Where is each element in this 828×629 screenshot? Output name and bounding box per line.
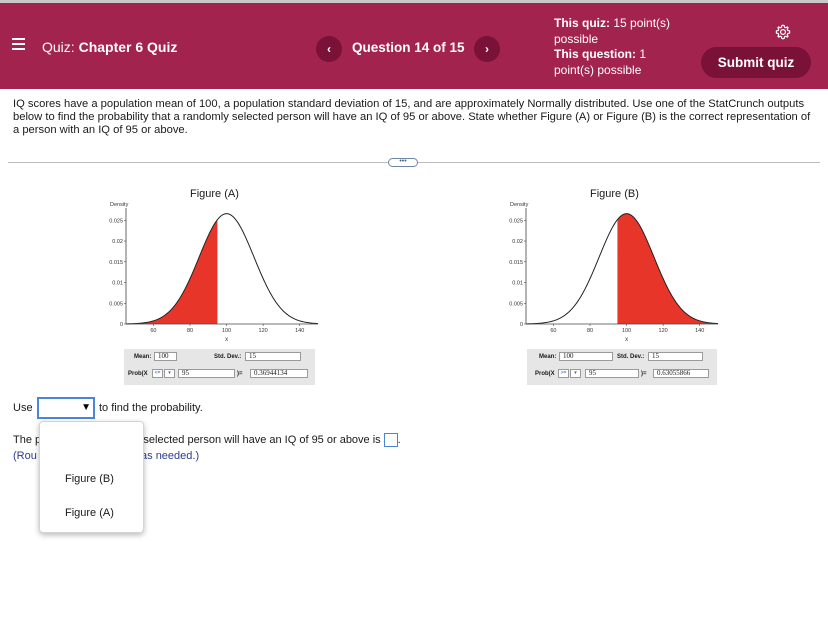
figure-select[interactable]: ▼ (37, 397, 95, 419)
settings-gear-icon[interactable] (774, 23, 792, 41)
divider-resize-handle[interactable]: ••• (388, 158, 418, 167)
y-tick-label: 0.005 (109, 301, 123, 307)
figure-b-mean-field[interactable]: 100 (559, 352, 613, 361)
quiz-title: Quiz: Chapter 6 Quiz (42, 39, 177, 55)
density-curve (525, 213, 719, 325)
figure-b-chart: Density 0 0.005 0.01 0.015 0.02 0.025 60 80 100 12… (509, 202, 719, 343)
y-tick-label: 0.005 (509, 301, 523, 307)
figure-a-sd-label: Std. Dev.: (214, 354, 242, 360)
figure-b-mean-label: Mean: (539, 354, 557, 360)
y-tick-label: 0.025 (509, 218, 523, 224)
chevron-down-icon[interactable]: ▼ (81, 402, 91, 413)
figure-a-mean-field[interactable]: 100 (154, 352, 177, 361)
figure-b-prob-label: Prob(X (535, 371, 555, 377)
use-suffix: to find the probability. (99, 402, 203, 414)
density-curve (125, 213, 319, 325)
figure-b-result-field: 0.63055866 (653, 369, 709, 378)
quiz-name: Chapter 6 Quiz (78, 39, 178, 55)
x-tick-label: 120 (259, 328, 268, 334)
figure-a-result-field: 0.36944134 (250, 369, 308, 378)
figure-b-cut-field[interactable]: 95 (585, 369, 639, 378)
y-tick-label: 0.025 (109, 218, 123, 224)
x-tick-label: 80 (587, 328, 593, 334)
x-tick-label: 140 (695, 328, 704, 334)
figure-b-result-label: )= (641, 371, 647, 377)
dropdown-option-figure-a[interactable]: Figure (A) (65, 507, 114, 519)
top-border (0, 0, 828, 3)
x-tick-label: 120 (659, 328, 668, 334)
figure-b-sd-field[interactable]: 15 (648, 352, 703, 361)
x-tick-label: 100 (622, 328, 631, 334)
this-quiz-points: 15 point(s) (613, 16, 671, 30)
figure-a-cut-field[interactable]: 95 (178, 369, 235, 378)
probability-prompt-end: omly selected person will have an IQ of … (117, 433, 381, 446)
probability-answer-input[interactable] (383, 433, 398, 447)
x-tick-label: 80 (187, 328, 193, 334)
dropdown-option-figure-b[interactable]: Figure (B) (65, 473, 114, 485)
y-tick-label: 0 (120, 322, 123, 328)
x-axis-label: x (625, 337, 628, 343)
density-label: Density (110, 202, 129, 208)
probability-prompt: The p omly selected person will have an I… (13, 433, 401, 447)
x-tick-label: 100 (222, 328, 231, 334)
figure-a-chevron-down-icon[interactable]: ▾ (164, 369, 175, 378)
figure-b-calculator: Mean: 100 Std. Dev.: 15 Prob(X >= ▾ 95 )… (527, 349, 717, 385)
this-question-label: This question: (554, 47, 636, 61)
question-text: IQ scores have a population mean of 100,… (13, 98, 811, 136)
use-label: Use (13, 402, 33, 414)
x-tick-label: 60 (550, 328, 556, 334)
this-question-suffix: point(s) possible (554, 62, 642, 77)
figure-a-direction-select[interactable]: <= (152, 369, 163, 378)
x-tick-label: 60 (150, 328, 156, 334)
question-position: Question 14 of 15 (352, 40, 465, 55)
submit-quiz-button[interactable]: Submit quiz (701, 47, 811, 78)
y-tick-label: 0.015 (109, 260, 123, 266)
y-tick-label: 0.02 (512, 239, 523, 245)
figure-a-result-label: )= (237, 371, 243, 377)
this-quiz-label: This quiz: (554, 16, 610, 30)
this-question-points: 1 (639, 47, 647, 61)
next-question-button[interactable]: › (474, 36, 500, 62)
shaded-area (617, 213, 718, 324)
density-label: Density (510, 202, 529, 208)
x-axis-label: x (225, 337, 228, 343)
figure-a-sd-field[interactable]: 15 (245, 352, 301, 361)
menu-icon[interactable] (12, 38, 25, 50)
x-tick-label: 140 (295, 328, 304, 334)
y-tick-label: 0.01 (512, 281, 523, 287)
figure-dropdown-menu: Figure (B) Figure (A) (39, 421, 144, 533)
y-tick-label: 0 (520, 322, 523, 328)
figure-b-title: Figure (B) (590, 188, 639, 200)
figure-a-title: Figure (A) (190, 188, 239, 200)
figure-b-direction-select[interactable]: >= (558, 369, 569, 378)
figure-a-prob-label: Prob(X (128, 371, 148, 377)
previous-question-button[interactable]: ‹ (316, 36, 342, 62)
y-tick-label: 0.015 (509, 260, 523, 266)
figure-a-mean-label: Mean: (134, 354, 152, 360)
quiz-label: Quiz: (42, 39, 75, 55)
figure-b-sd-label: Std. Dev.: (617, 354, 645, 360)
shaded-area (126, 219, 218, 324)
points-info: This quiz: 15 point(s) possible This que… (554, 16, 684, 78)
figure-a-chart: Density 0 0.005 0.01 0.015 0.02 0.025 60 80 100 12… (109, 202, 319, 343)
y-tick-label: 0.01 (112, 281, 123, 287)
figure-a-calculator: Mean: 100 Std. Dev.: 15 Prob(X <= ▾ 95 )… (124, 349, 315, 385)
quiz-header: Quiz: Chapter 6 Quiz ‹ Question 14 of 15… (0, 3, 828, 89)
probability-prompt-start: The p (13, 433, 42, 446)
figure-b-chevron-down-icon[interactable]: ▾ (570, 369, 581, 378)
this-quiz-suffix: possible (554, 31, 599, 46)
rounding-note-start: (Rou (13, 450, 37, 462)
y-tick-label: 0.02 (112, 239, 123, 245)
